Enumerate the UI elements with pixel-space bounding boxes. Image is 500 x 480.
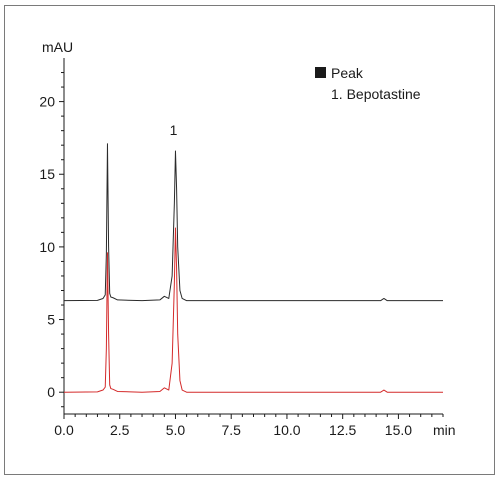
x-tick-label: 10.0 [273,422,300,438]
legend-entry: 1. Bepotastine [331,86,421,102]
y-tick-label: 20 [39,94,55,110]
x-tick-label: 15.0 [385,422,412,438]
chart-frame [4,5,495,475]
x-tick-label: 7.5 [221,422,241,438]
legend-title: Peak [331,65,364,81]
x-tick-label: 12.5 [329,422,356,438]
y-tick-label: 0 [47,384,55,400]
y-axis-unit-label: mAU [42,39,73,55]
axes: 0 5 10 15 20 0.0 2.5 5.0 7.5 10.0 12.5 15.0 mAU min [39,39,455,438]
x-tick-label: 0.0 [54,422,74,438]
x-axis-unit-label: min [433,422,456,438]
y-tick-label: 5 [47,312,55,328]
trace-series-2 [63,227,443,393]
trace-series-1 [63,143,443,302]
legend: Peak 1. Bepotastine [315,65,421,102]
y-tick-label: 10 [39,239,55,255]
x-tick-label: 2.5 [110,422,130,438]
y-tick-label: 15 [39,166,55,182]
legend-marker-square [315,67,326,78]
traces [63,143,443,393]
x-tick-label: 5.0 [166,422,186,438]
peak-label: 1 [170,122,178,138]
labels: 1 [170,122,178,138]
